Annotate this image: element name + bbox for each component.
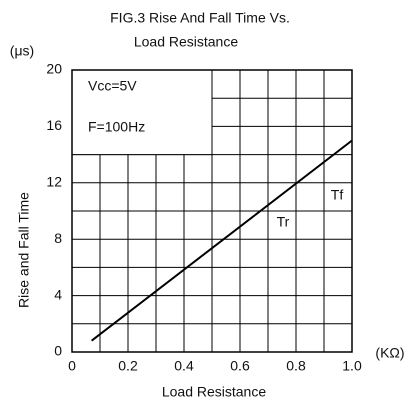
plot-frame bbox=[71, 69, 353, 353]
x-tick-label: 0.6 bbox=[230, 358, 250, 374]
data-line bbox=[90, 139, 353, 342]
x-tick-label: 1.0 bbox=[342, 358, 362, 374]
x-tick-label: 0.2 bbox=[118, 358, 138, 374]
chart-subtitle: Load Resistance bbox=[134, 34, 239, 50]
y-unit: (μs) bbox=[10, 43, 34, 59]
annotation: Tf bbox=[331, 187, 344, 203]
y-tick-label: 4 bbox=[54, 286, 62, 302]
x-tick-label: 0.4 bbox=[174, 358, 194, 374]
y-tick-label: 8 bbox=[54, 230, 62, 246]
y-tick-label: 0 bbox=[54, 343, 62, 359]
legend-box bbox=[71, 69, 213, 156]
annotation: Tr bbox=[277, 214, 290, 230]
x-axis-label: Load Resistance bbox=[162, 384, 267, 400]
chart-title: FIG.3 Rise And Fall Time Vs. bbox=[110, 10, 290, 26]
x-tick-label: 0.8 bbox=[286, 358, 306, 374]
y-tick-label: 12 bbox=[46, 174, 62, 190]
x-tick-label: 0 bbox=[68, 358, 76, 374]
y-tick-label: 20 bbox=[46, 61, 62, 77]
x-unit: (KΩ) bbox=[375, 345, 404, 361]
box-text: F=100Hz bbox=[88, 119, 145, 135]
y-tick-label: 16 bbox=[46, 117, 62, 133]
y-axis-label: Rise and Fall Time bbox=[16, 192, 32, 308]
box-text: Vcc=5V bbox=[88, 78, 137, 94]
